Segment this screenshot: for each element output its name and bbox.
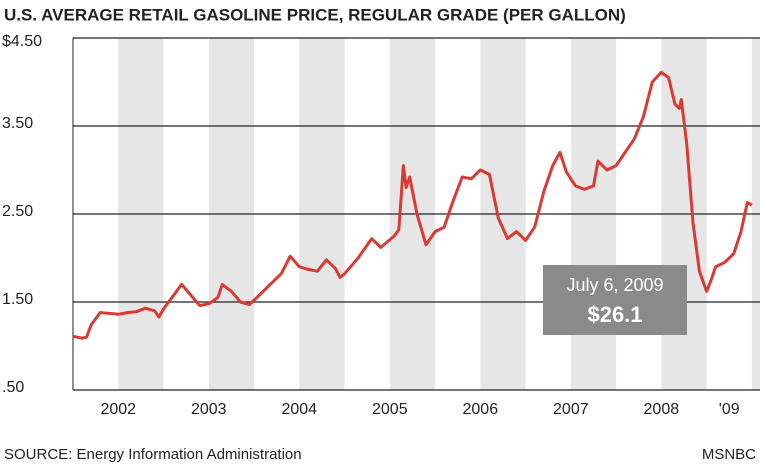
y-tick-label: 1.50 bbox=[2, 291, 33, 308]
lines bbox=[72, 70, 753, 340]
x-tick-label: 2007 bbox=[553, 401, 589, 418]
annotation-box bbox=[543, 265, 687, 335]
x-tick-label: 2008 bbox=[644, 401, 680, 418]
annotation-date: July 6, 2009 bbox=[566, 275, 663, 295]
y-tick-label: 3.50 bbox=[2, 115, 33, 132]
source: SOURCE: Energy Information Administratio… bbox=[4, 446, 302, 463]
chart-title: U.S. AVERAGE RETAIL GASOLINE PRICE, REGU… bbox=[4, 5, 626, 24]
y-tick-label: .50 bbox=[2, 379, 24, 396]
x-tick-label: 2002 bbox=[100, 401, 136, 418]
price-line bbox=[72, 70, 753, 340]
y-tick-label: $4.50 bbox=[2, 33, 42, 50]
credit: MSNBC bbox=[702, 446, 756, 463]
grid: $4.50 3.50 2.50 1.50 .50 2002 2003 2004 2005 2006… bbox=[2, 33, 760, 418]
y-tick-label: 2.50 bbox=[2, 203, 33, 220]
x-tick-label: 2004 bbox=[281, 401, 317, 418]
x-tick-label: 2006 bbox=[463, 401, 499, 418]
x-tick-label: '09 bbox=[719, 401, 740, 418]
annotation-value: $26.1 bbox=[587, 302, 642, 327]
x-tick-label: 2005 bbox=[372, 401, 408, 418]
x-tick-label: 2003 bbox=[191, 401, 227, 418]
